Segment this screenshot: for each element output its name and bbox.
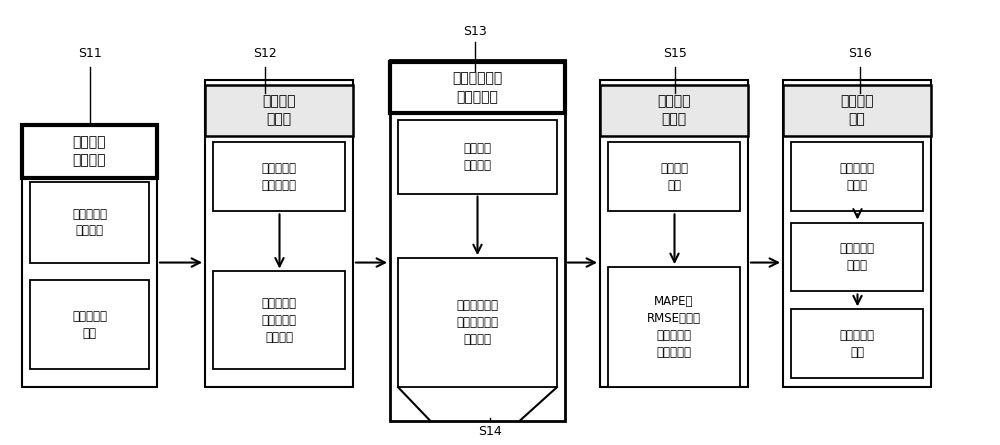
Text: 台区及用户
档案信息: 台区及用户 档案信息 — [72, 207, 107, 238]
Text: 智能电表状
态更换: 智能电表状 态更换 — [840, 242, 874, 272]
Bar — [791, 222, 923, 291]
Bar — [390, 60, 565, 421]
Bar — [600, 85, 748, 136]
Bar — [30, 182, 149, 263]
Text: 电能表量测
数据: 电能表量测 数据 — [72, 310, 107, 340]
Text: S11: S11 — [78, 47, 102, 60]
Text: 构建误差
估计模型: 构建误差 估计模型 — [464, 142, 492, 172]
Text: S12: S12 — [253, 47, 277, 60]
Text: 校核估计
精准度: 校核估计 精准度 — [657, 94, 691, 126]
Bar — [398, 258, 557, 387]
Text: 辅助业务
决策: 辅助业务 决策 — [840, 94, 874, 126]
Text: S13: S13 — [463, 24, 487, 38]
Bar — [205, 85, 353, 136]
Bar — [783, 85, 931, 136]
Text: 建立估计模型
和求解方法: 建立估计模型 和求解方法 — [452, 72, 503, 104]
Bar — [205, 80, 353, 387]
Bar — [608, 267, 740, 387]
Text: 获取估计
所需信息: 获取估计 所需信息 — [73, 135, 106, 167]
Text: 不同用户的
用电量水平: 不同用户的 用电量水平 — [262, 162, 296, 192]
Text: 筛选出相近
运行状态的
量测数据: 筛选出相近 运行状态的 量测数据 — [262, 297, 296, 344]
Bar — [390, 62, 565, 113]
Text: S15: S15 — [663, 47, 687, 60]
Bar — [783, 80, 931, 387]
Bar — [600, 80, 748, 387]
Text: 校验结果进
行分析: 校验结果进 行分析 — [840, 162, 874, 192]
Text: 预处理量
测数据: 预处理量 测数据 — [262, 94, 296, 126]
Text: MAPE、
RMSE作为评
判依据进行
校核与分析: MAPE、 RMSE作为评 判依据进行 校核与分析 — [647, 295, 701, 359]
Bar — [791, 142, 923, 211]
Text: 基于限定记忆
递推最小二乘
估计算法: 基于限定记忆 递推最小二乘 估计算法 — [457, 299, 499, 346]
Bar — [30, 280, 149, 369]
Bar — [213, 142, 345, 211]
Text: 窃电、漏电
检测: 窃电、漏电 检测 — [840, 329, 874, 359]
Text: S14: S14 — [478, 425, 502, 438]
Text: S16: S16 — [848, 47, 872, 60]
Bar — [608, 142, 740, 211]
Bar — [791, 309, 923, 378]
Bar — [22, 125, 157, 387]
Text: 现场分层
抽样: 现场分层 抽样 — [660, 162, 688, 192]
Bar — [398, 120, 557, 194]
Bar — [213, 271, 345, 369]
Bar — [22, 125, 157, 178]
